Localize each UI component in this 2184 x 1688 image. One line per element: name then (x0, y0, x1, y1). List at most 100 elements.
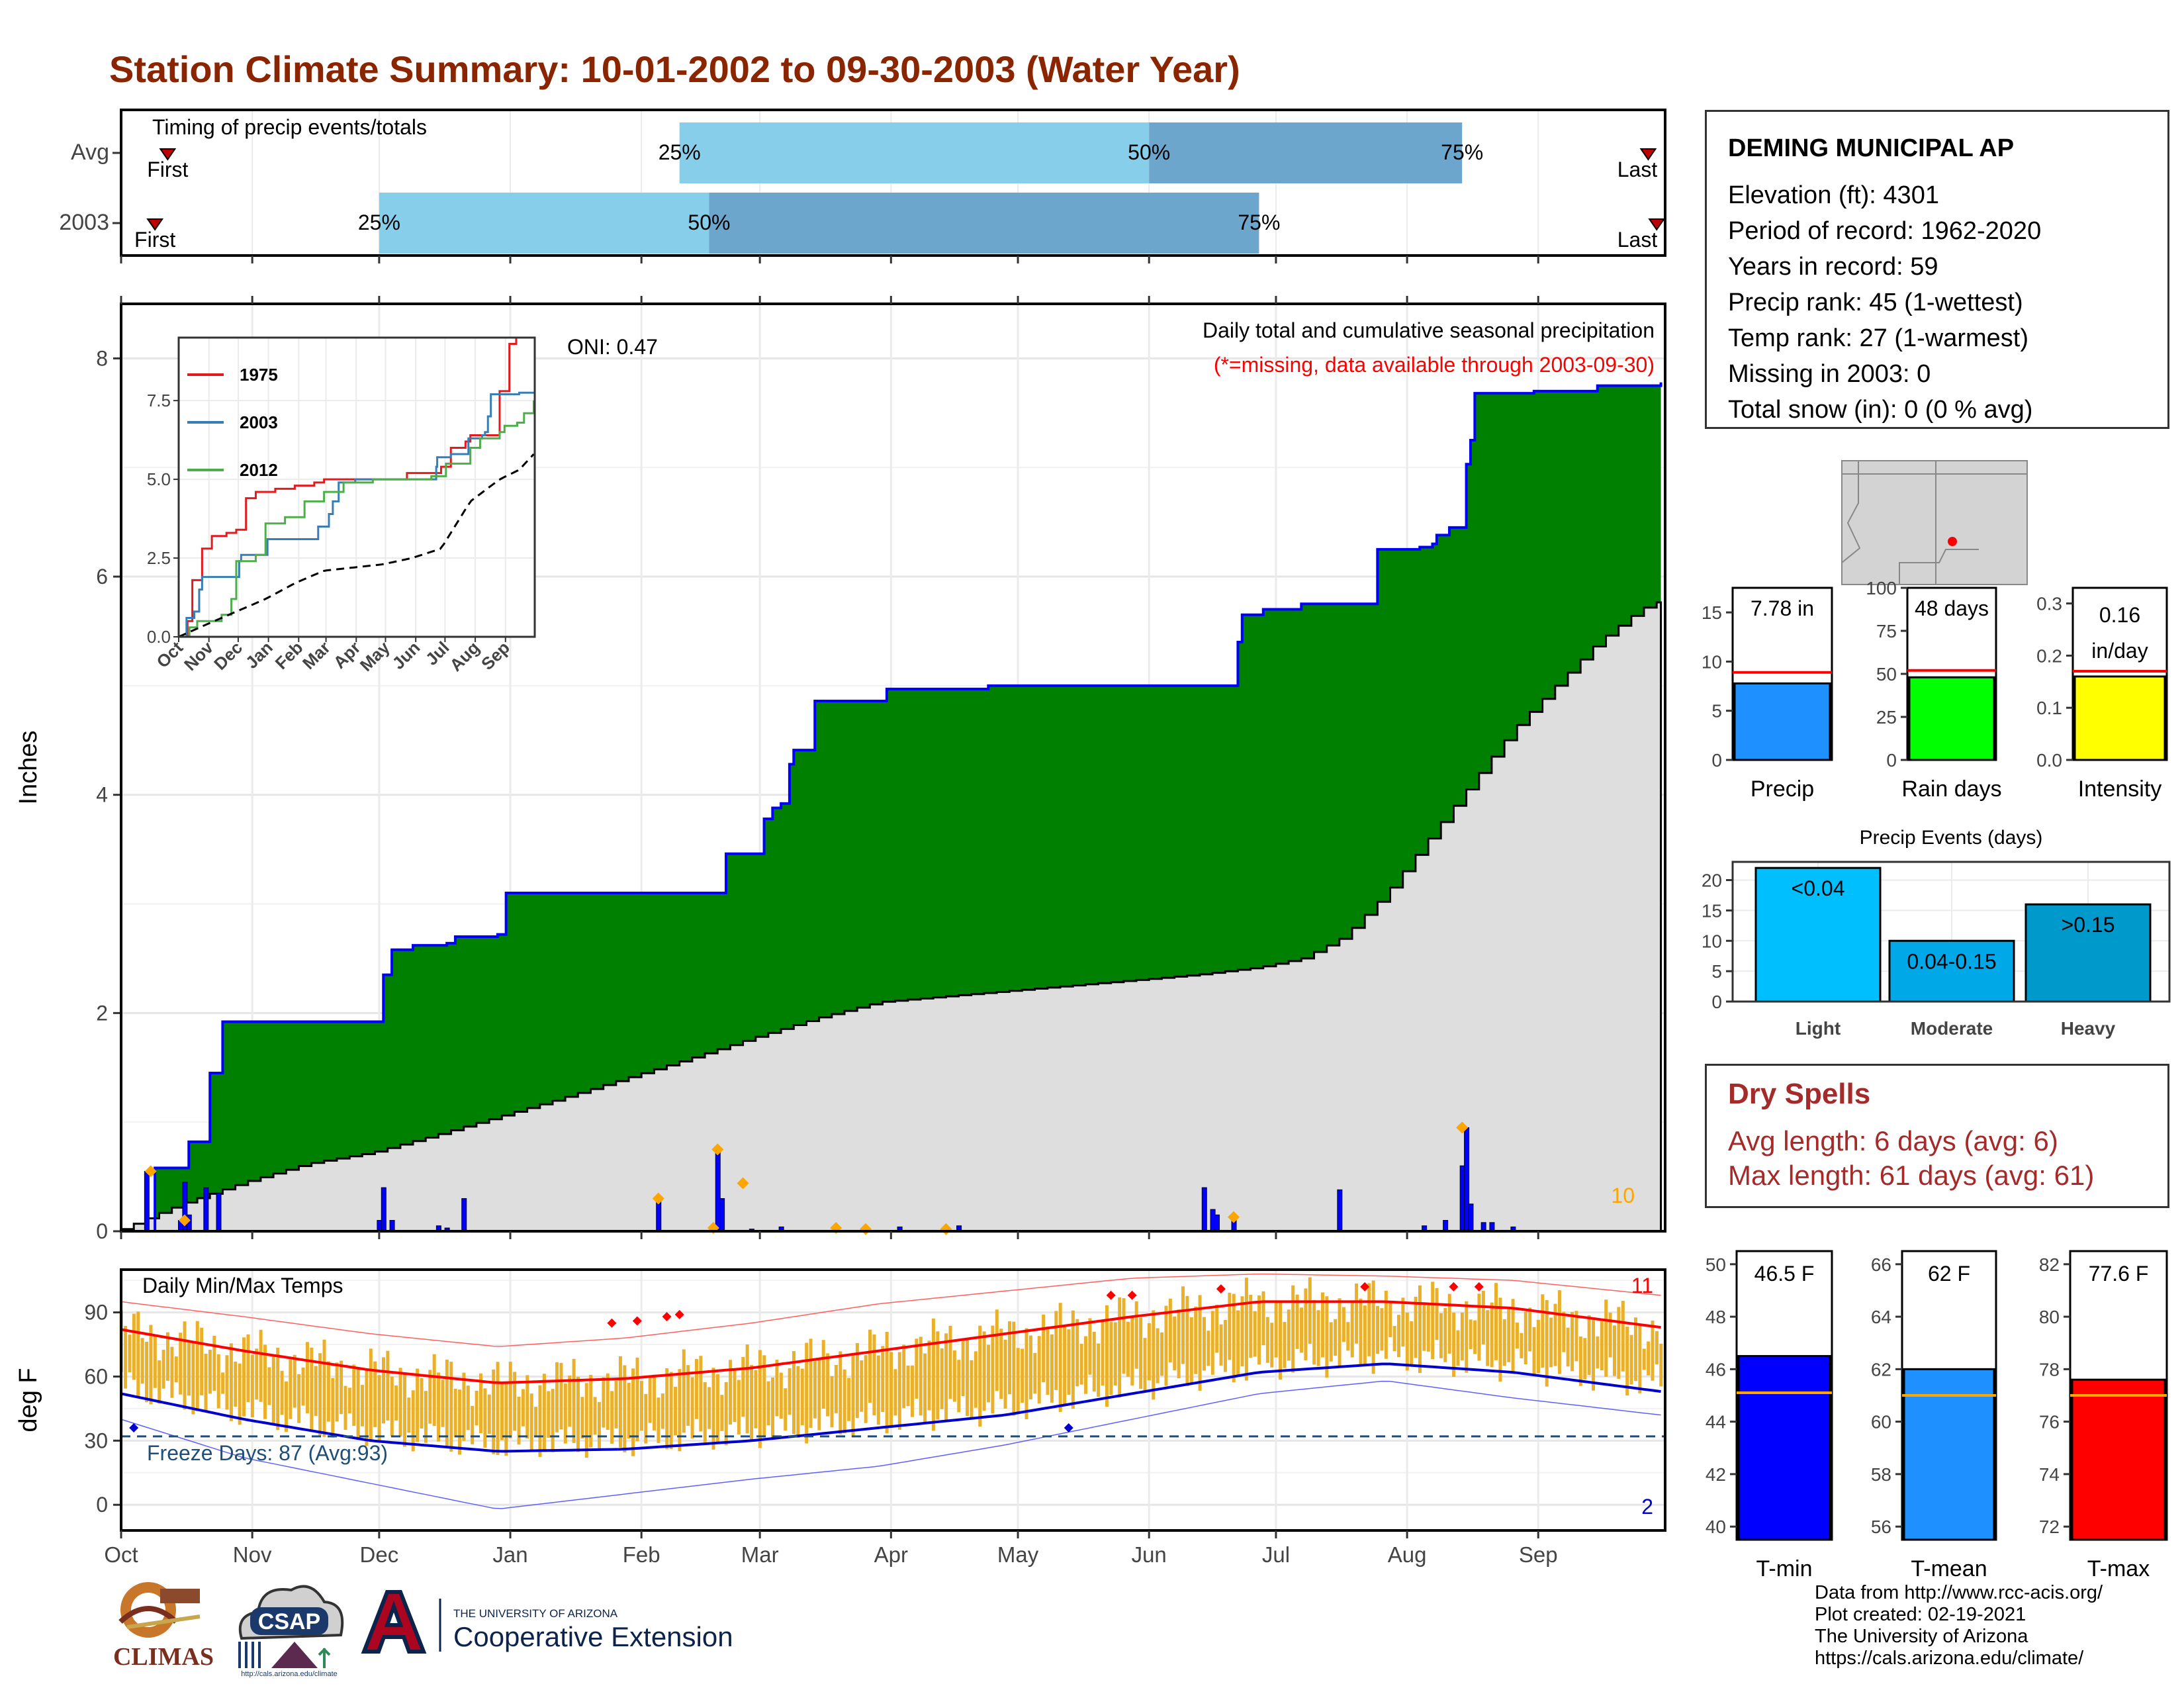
daily-temp-bar (644, 1393, 648, 1444)
daily-temp-bar (660, 1393, 664, 1429)
daily-temp-bar (1367, 1283, 1371, 1356)
daily-temp-bar (1592, 1319, 1596, 1391)
ua-coop-ext: Cooperative Extension (453, 1621, 733, 1652)
daily-temp-bar (445, 1359, 449, 1446)
daily-max-marker (144, 1165, 157, 1178)
map-state-border (1841, 461, 1861, 563)
daily-temp-bar (555, 1362, 559, 1432)
daily-temp-bar (508, 1362, 512, 1438)
daily-temp-bar (1033, 1352, 1037, 1394)
daily-temp-bar (1481, 1290, 1485, 1344)
daily-temp-bar (504, 1382, 508, 1456)
daily-temp-bar (1287, 1309, 1291, 1361)
timing-bar-25-50 (679, 122, 1150, 183)
daily-temp-bar (563, 1383, 567, 1444)
daily-temp-bar (864, 1355, 868, 1423)
daily-temp-bar (1494, 1283, 1498, 1360)
daily-temp-bar (407, 1397, 411, 1433)
daily-temp-bar (754, 1370, 758, 1429)
daily-temp-bar (669, 1372, 673, 1449)
summary-bar-charts: 7.78 in 0 5 10 15 Precip 48 days 0 25 50 75 100 Rain… (1702, 578, 2168, 802)
daily-temp-bar (1600, 1321, 1604, 1371)
daily-temp-bar (276, 1347, 280, 1430)
daily-max-marker (1456, 1121, 1469, 1134)
daily-temp-bar (1118, 1297, 1122, 1398)
temps-chart: Daily Min/Max Temps Freeze Days: 87 (Avg:… (15, 1268, 1666, 1567)
daily-temp-bar (1583, 1338, 1587, 1380)
daily-precip-bar (144, 1170, 150, 1232)
daily-temp-bar (805, 1342, 809, 1444)
daily-temp-bar (813, 1360, 817, 1419)
daily-temp-bar (978, 1325, 982, 1427)
daily-temp-bar (758, 1350, 762, 1448)
daily-temp-bar (1452, 1312, 1456, 1378)
daily-temp-bar (1181, 1286, 1185, 1364)
daily-temp-bar (1021, 1348, 1024, 1403)
events-bar-label: 0.04-0.15 (1907, 949, 1996, 973)
daily-temp-bar (1232, 1293, 1236, 1383)
daily-temp-bar (1024, 1328, 1028, 1419)
daily-temp-bar (386, 1350, 390, 1421)
daily-temp-bar (1101, 1320, 1105, 1386)
daily-temp-bar (1105, 1305, 1109, 1407)
precip-y-tick-label: 0 (96, 1219, 108, 1243)
daily-temp-bar (1168, 1298, 1172, 1363)
daily-temp-bar (915, 1338, 919, 1399)
temps-x-tick-label: Sep (1519, 1542, 1558, 1567)
tmin-bar (1737, 1355, 1831, 1541)
precip-y-tick-label: 2 (96, 1001, 108, 1025)
daily-temp-bar (1316, 1310, 1320, 1366)
daily-temp-bar (788, 1368, 792, 1415)
daily-temp-bar (398, 1368, 402, 1437)
daily-temp-bar (602, 1377, 606, 1428)
daily-temp-bar (221, 1372, 225, 1394)
daily-temp-bar (377, 1375, 381, 1442)
daily-max-marker (737, 1177, 749, 1190)
station-info-box: DEMING MUNICIPAL AP Elevation (ft): 4301… (1705, 110, 2169, 429)
tmin-y-tick-label: 48 (1706, 1307, 1726, 1327)
daily-temp-bar (1143, 1338, 1147, 1391)
tmean-y-tick-label: 66 (1871, 1254, 1891, 1275)
daily-temp-bar (1088, 1318, 1092, 1375)
oni-label: ONI: 0.47 (567, 335, 658, 359)
daily-temp-bar (775, 1360, 779, 1417)
precip-count-label: 10 (1611, 1184, 1635, 1207)
daily-temp-bar (1596, 1336, 1600, 1369)
daily-temp-bar (547, 1391, 551, 1438)
daily-temp-bar (145, 1341, 149, 1403)
daily-temp-bar (310, 1347, 314, 1430)
climas-logo[interactable]: CLIMAS (107, 1575, 220, 1675)
daily-temp-bar (352, 1364, 356, 1427)
daily-temp-bar (1215, 1304, 1219, 1353)
daily-temp-bar (158, 1360, 161, 1404)
record-high-marker (674, 1309, 684, 1319)
daily-temp-bar (834, 1364, 838, 1413)
daily-temp-bar (847, 1378, 851, 1421)
daily-temp-bar (889, 1352, 893, 1428)
daily-temp-bar (1528, 1307, 1532, 1352)
daily-temp-bar (855, 1343, 859, 1419)
intensity-y-tick-label: 0.3 (2036, 594, 2062, 614)
ua-cooperative-extension-logo[interactable]: THE UNIVERSITY OF ARIZONA Cooperative Ex… (357, 1585, 741, 1665)
daily-temp-bar (1363, 1305, 1367, 1364)
daily-temp-bar (200, 1327, 204, 1395)
daily-temp-bar (153, 1336, 157, 1388)
page-title: Station Climate Summary: 10-01-2002 to 0… (109, 48, 1240, 90)
csap-logo[interactable]: CSAP http://cals.arizona.edu/climate (232, 1575, 347, 1678)
daily-temp-bar (521, 1389, 525, 1427)
daily-precip-bar (203, 1187, 209, 1232)
precip_total-bar (1733, 682, 1831, 761)
precip-note: (*=missing, data available through 2003-… (1214, 353, 1655, 377)
daily-temp-bar (623, 1365, 627, 1452)
daily-temp-bar (1553, 1303, 1557, 1366)
daily-temp-bar (779, 1372, 783, 1419)
station-precip-rank: Precip rank: 45 (1-wettest) (1728, 289, 2023, 316)
daily-temp-bar (589, 1374, 593, 1448)
timing-row-label: 2003 (59, 210, 109, 235)
precip-chart: Daily total and cumulative seasonal prec… (15, 296, 1666, 1243)
precip_total-y-tick-label: 5 (1711, 701, 1722, 722)
daily-temp-bar (1557, 1289, 1561, 1374)
daily-temp-bar (525, 1375, 529, 1439)
events-x-tick-label: Light (1796, 1018, 1841, 1039)
daily-temp-bar (966, 1339, 970, 1417)
